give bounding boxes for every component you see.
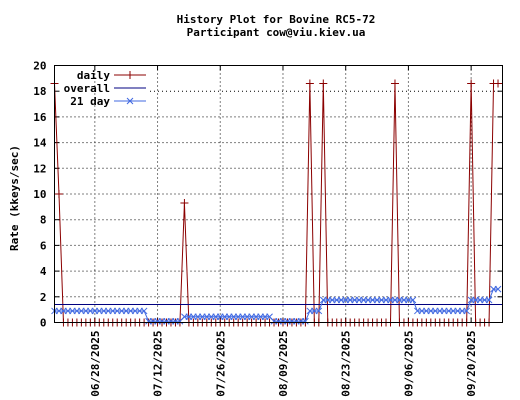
data-point (485, 296, 493, 304)
y-tick-label: 20 (33, 60, 46, 73)
chart-title: History Plot for Bovine RC5-72 (177, 13, 376, 26)
x-tick-label: 07/12/2025 (152, 331, 165, 397)
x-tick-label: 06/28/2025 (89, 331, 102, 397)
data-point (467, 79, 476, 88)
legend-marker-plus-icon (126, 71, 134, 79)
series-line (54, 288, 499, 322)
y-tick-label: 10 (33, 188, 46, 201)
y-axis-label: Rate (kkeys/sec) (8, 145, 21, 251)
x-tick-label: 09/20/2025 (465, 331, 478, 397)
data-point (319, 79, 328, 88)
x-tick-label: 09/06/2025 (402, 331, 415, 397)
x-tick-label: 08/23/2025 (340, 331, 353, 397)
plot-frame (54, 65, 503, 323)
data-point (54, 190, 63, 198)
data-point (390, 79, 399, 88)
series-21-day (51, 285, 502, 325)
y-tick-label: 14 (33, 137, 47, 150)
y-tick-label: 2 (40, 291, 47, 304)
legend-label-overall: overall (64, 82, 110, 95)
data-point (494, 285, 502, 293)
y-tick-label: 12 (33, 162, 46, 175)
x-tick-labels: 06/28/2025 07/12/2025 07/26/2025 08/09/2025… (89, 331, 478, 397)
legend: daily overall 21 day (64, 69, 146, 108)
chart-subtitle: Participant cow@viu.kiev.ua (187, 26, 366, 39)
x-tick-label: 08/09/2025 (277, 331, 290, 397)
data-point (463, 307, 471, 315)
grid-lines (54, 65, 503, 323)
y-tick-labels: 0 2 4 6 8 10 12 14 16 18 20 (33, 60, 47, 330)
data-point (302, 317, 309, 325)
series-daily (50, 79, 503, 327)
data-point (409, 296, 417, 304)
y-tick-label: 0 (40, 317, 47, 330)
data-point (494, 79, 503, 88)
legend-marker-cross-icon (126, 97, 134, 105)
data-point (180, 198, 189, 207)
y-tick-label: 4 (40, 265, 47, 278)
data-point (140, 307, 148, 315)
legend-label-21-day: 21 day (70, 95, 110, 108)
x-tick-label: 07/26/2025 (214, 331, 227, 397)
y-tick-label: 16 (33, 111, 47, 124)
data-point (315, 307, 323, 315)
data-point (305, 79, 314, 88)
y-tick-label: 6 (40, 239, 47, 252)
series-line (54, 82, 499, 323)
y-tick-label: 8 (40, 214, 47, 227)
legend-label-daily: daily (77, 69, 110, 82)
y-tick-label: 18 (33, 85, 46, 98)
